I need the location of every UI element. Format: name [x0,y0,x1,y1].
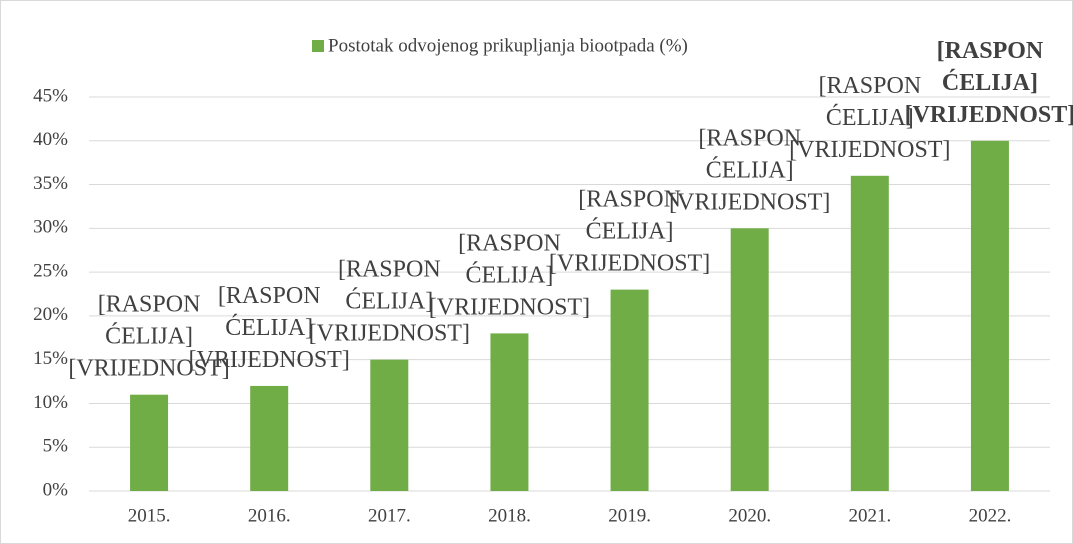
x-tick-label: 2021. [848,505,891,526]
y-tick-label: 20% [33,304,68,325]
bar [730,228,769,492]
y-tick-label: 25% [33,260,68,281]
y-tick-label: 45% [33,85,68,106]
y-tick-label: 30% [33,217,68,238]
bar [610,289,649,491]
bar [130,394,169,491]
x-tick-label: 2018. [488,505,531,526]
y-tick-label: 35% [33,173,68,194]
bar [490,333,529,491]
y-tick-label: 10% [33,392,68,413]
x-tick-label: 2017. [368,505,411,526]
data-label: [RASPON ĆELIJA] [VRIJEDNOST] [789,72,950,162]
bar [850,175,889,492]
data-label: [RASPON ĆELIJA] [VRIJEDNOST] [309,256,470,346]
x-tick-label: 2022. [969,505,1012,526]
data-label: [RASPON ĆELIJA] [VRIJEDNOST] [905,37,1073,127]
bar [970,140,1009,491]
data-label: [RASPON ĆELIJA] [VRIJEDNOST] [189,282,350,372]
y-tick-label: 5% [43,436,69,457]
data-label: [RASPON ĆELIJA] [VRIJEDNOST] [549,186,710,276]
x-tick-label: 2015. [128,505,171,526]
x-tick-label: 2016. [248,505,291,526]
data-label: [RASPON ĆELIJA] [VRIJEDNOST] [669,125,830,215]
data-label: [RASPON ĆELIJA] [VRIJEDNOST] [429,230,590,320]
bar [370,359,409,491]
legend-label: Postotak odvojenog prikupljanja biootpad… [328,35,688,56]
bar [250,385,289,491]
y-tick-label: 0% [43,479,69,500]
y-tick-label: 40% [33,129,68,150]
data-label: [RASPON ĆELIJA] [VRIJEDNOST] [68,291,229,381]
x-tick-label: 2020. [728,505,771,526]
y-tick-label: 15% [33,348,68,369]
x-tick-label: 2019. [608,505,651,526]
legend-swatch [312,40,324,52]
